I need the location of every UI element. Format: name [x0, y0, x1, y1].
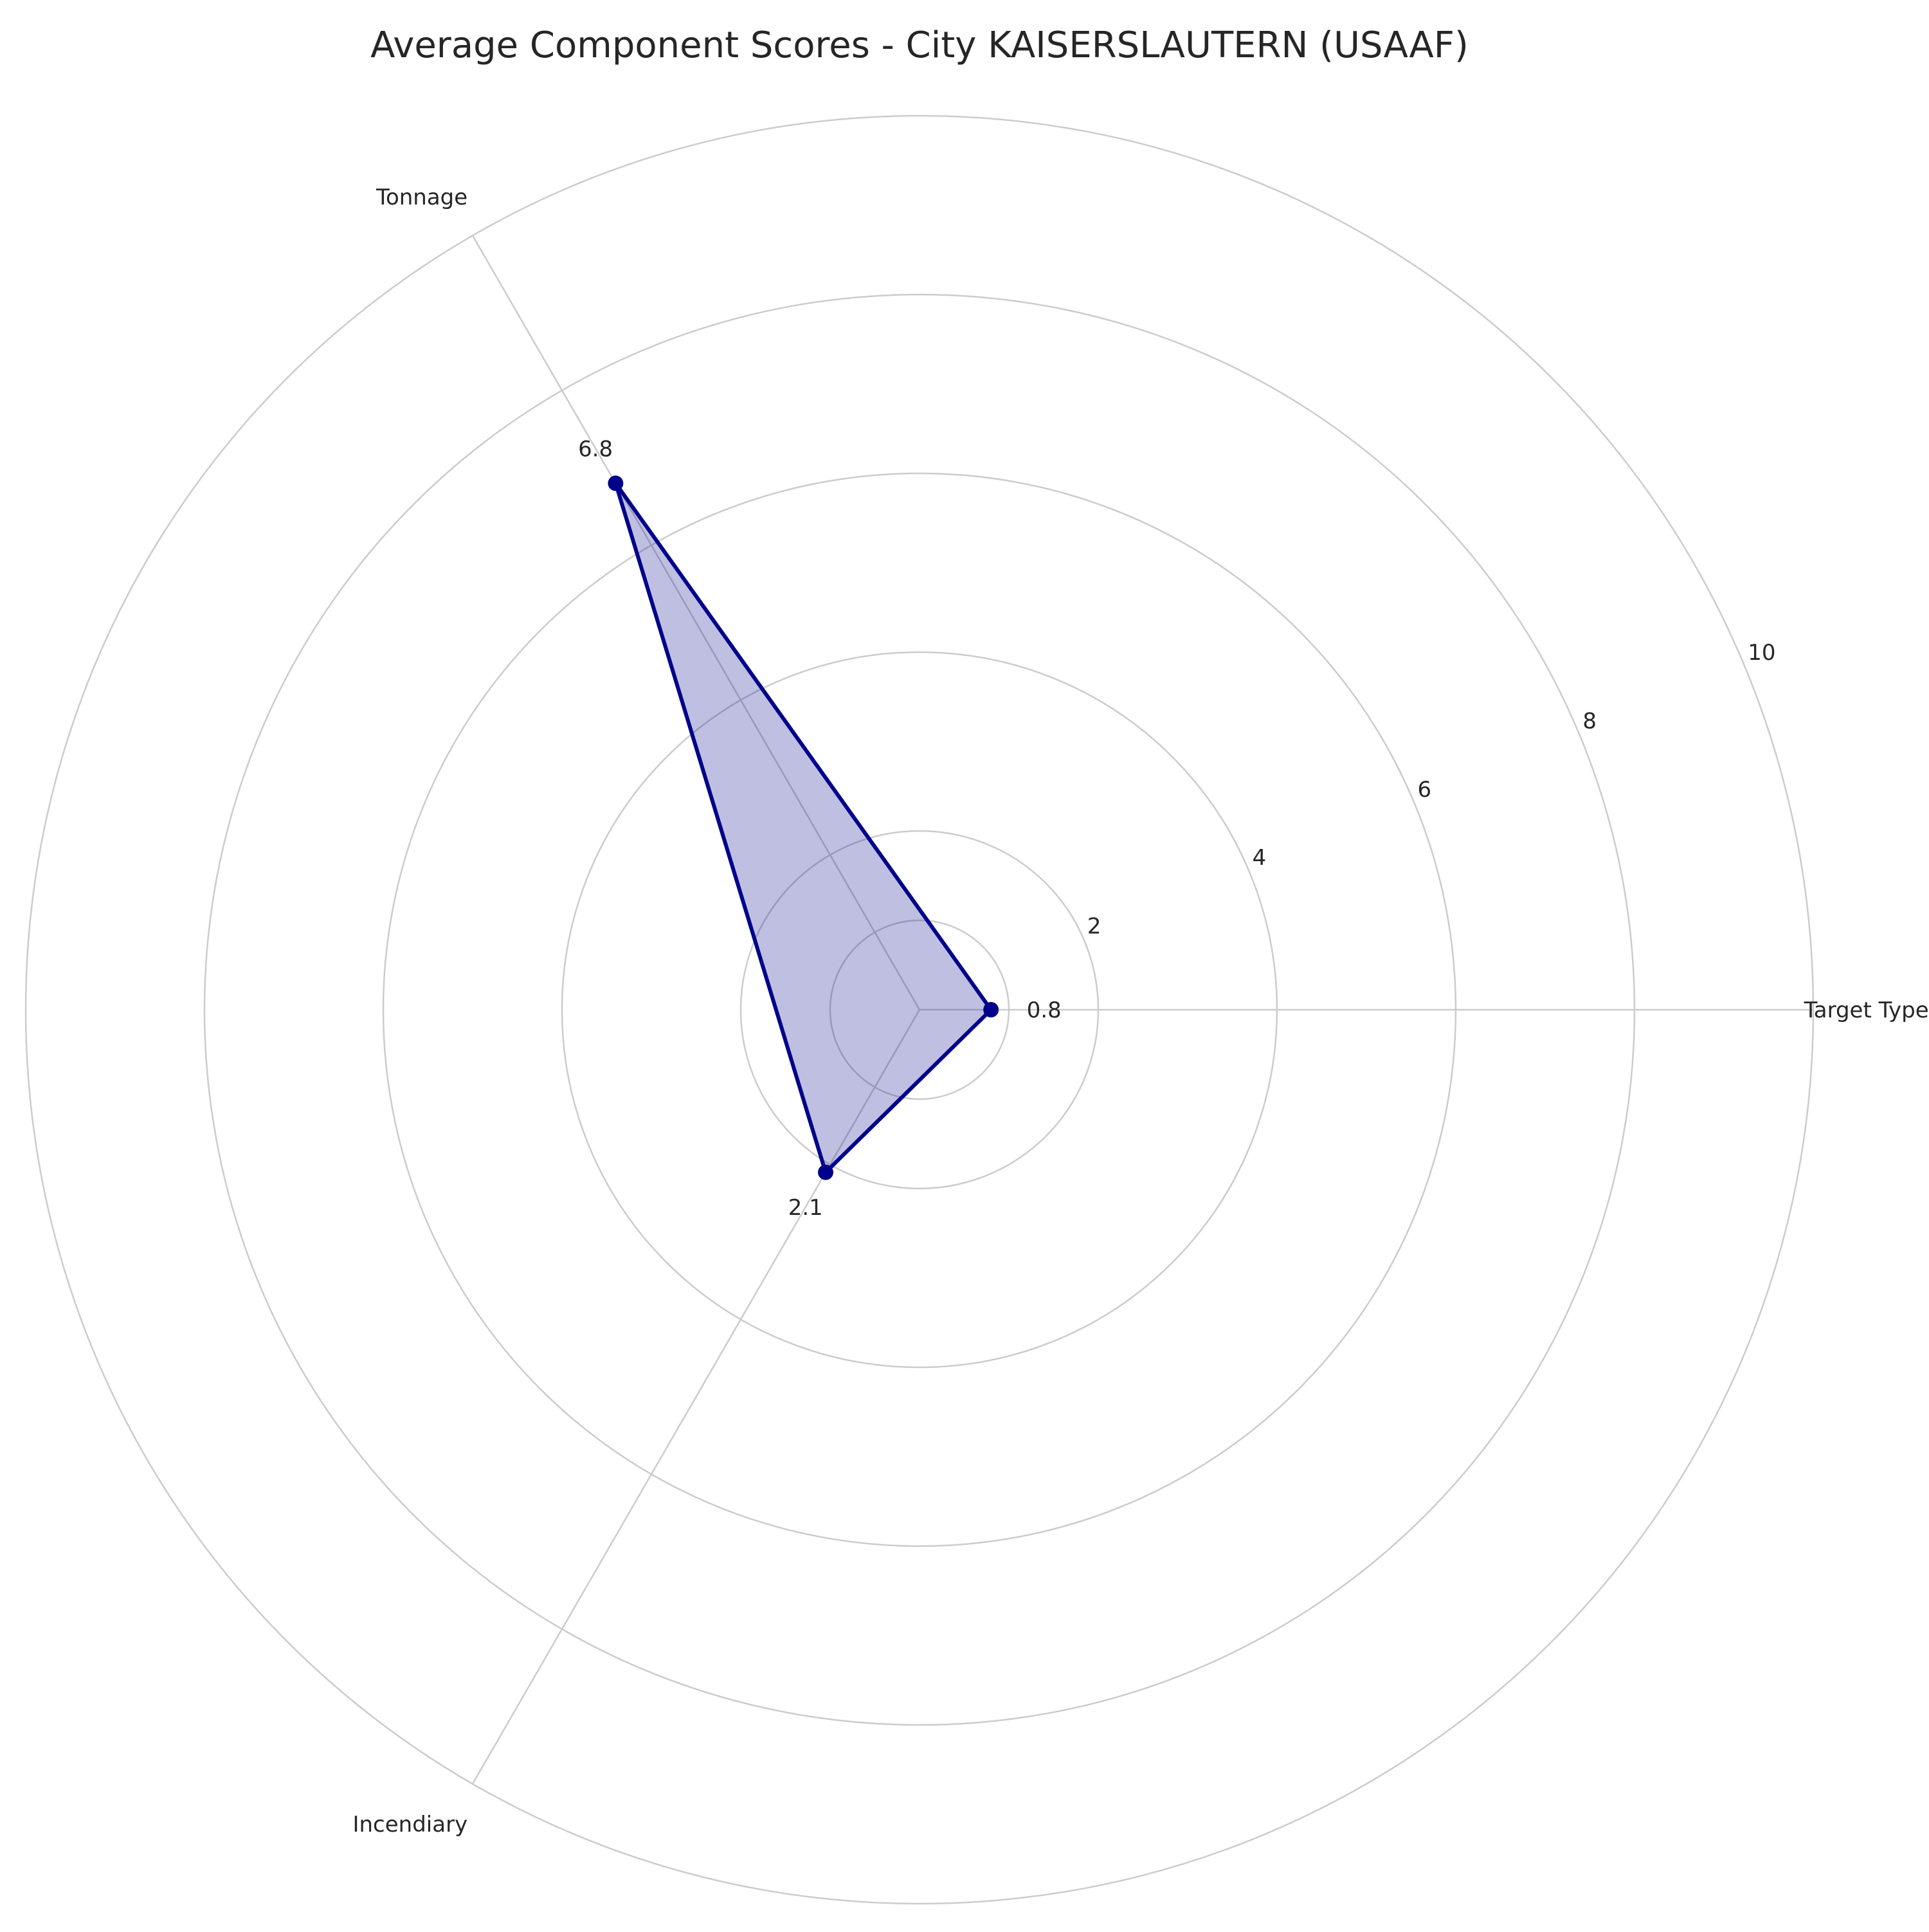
data-label: 2.1 [788, 1195, 823, 1221]
labels: 2 4 6 8 10 Target Type Tonnage Incendiary 0.8 6.8… [352, 185, 1928, 1837]
spoke-line [471, 235, 921, 1010]
series-layer [608, 475, 999, 1180]
radial-tick-label: 2 [1087, 914, 1101, 940]
spoke-line [471, 1009, 921, 1785]
spokes [471, 235, 1813, 1785]
radial-tick-label: 10 [1748, 640, 1775, 666]
category-label: Incendiary [352, 1812, 467, 1837]
data-point [608, 475, 624, 491]
data-label: 0.8 [1027, 998, 1062, 1023]
series-line [613, 482, 994, 1176]
radial-tick-label: 6 [1418, 777, 1432, 803]
data-label: 6.8 [578, 436, 613, 462]
radial-tick-label: 8 [1582, 708, 1597, 734]
category-label: Target Type [1804, 998, 1929, 1023]
data-point [818, 1164, 834, 1180]
radial-tick-label: 4 [1253, 845, 1267, 871]
chart-title: Average Component Scores - City KAISERSL… [370, 24, 1469, 66]
series-area [615, 483, 992, 1172]
data-point [983, 1002, 999, 1017]
category-label: Tonnage [376, 185, 467, 210]
